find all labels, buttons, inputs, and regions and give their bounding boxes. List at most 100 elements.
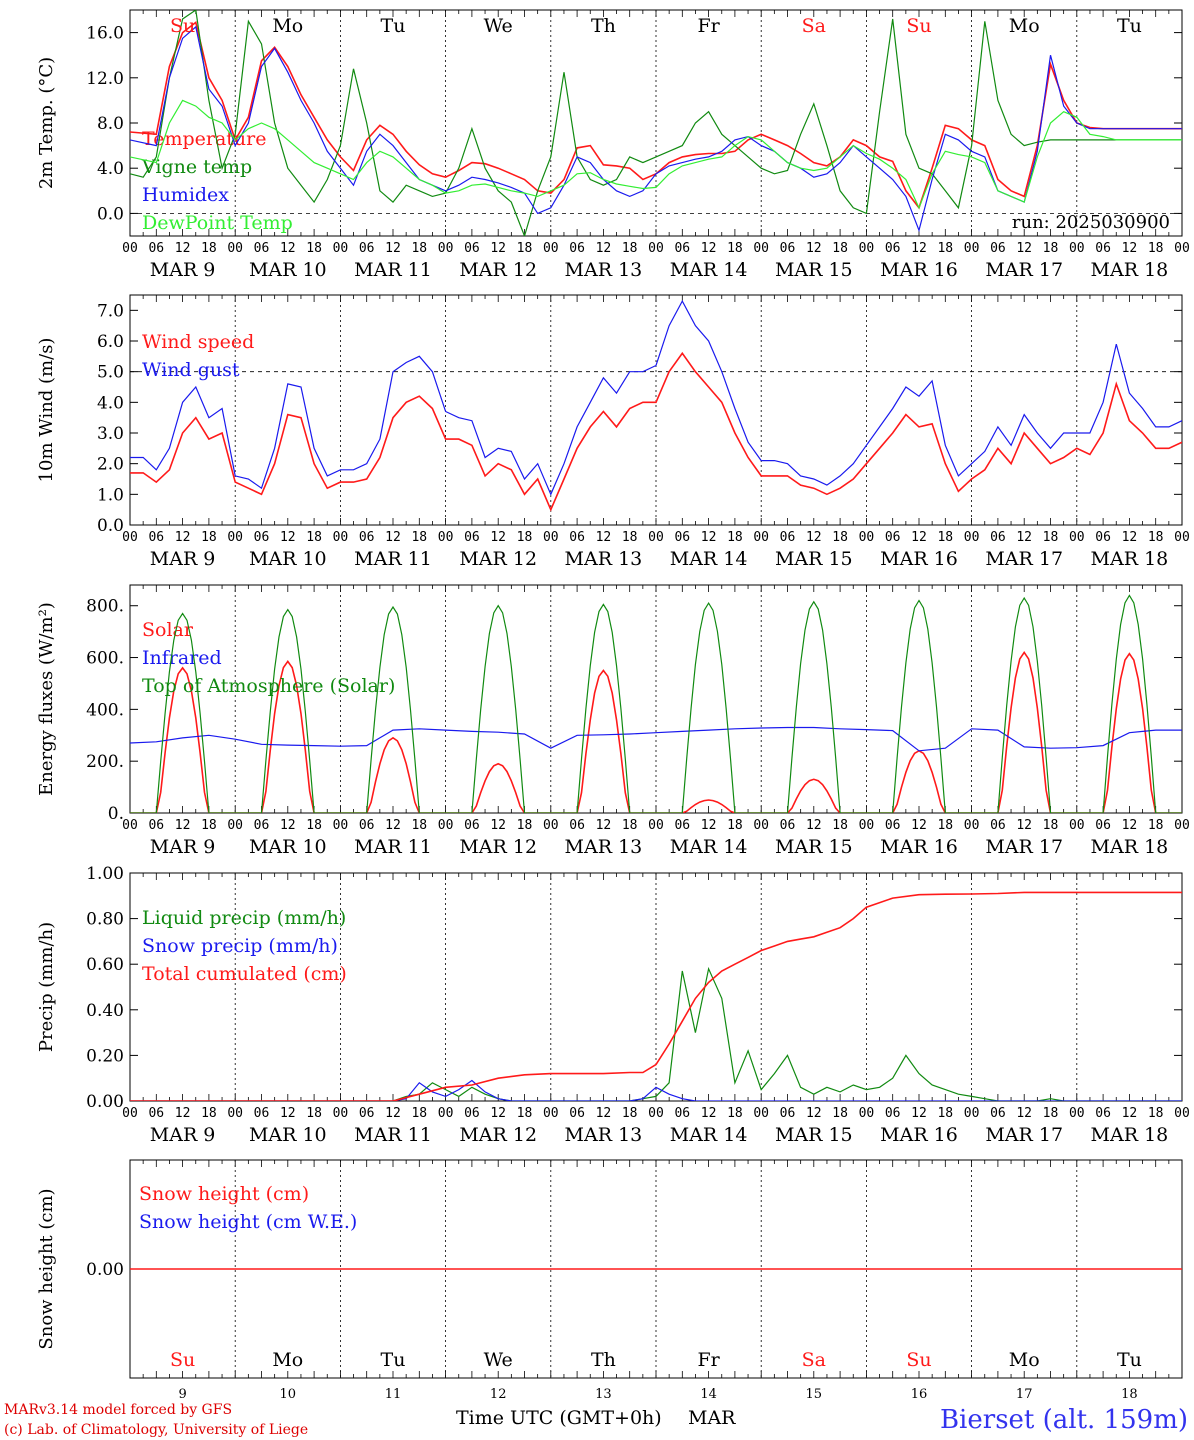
x-tick-label: 00: [859, 530, 875, 545]
series-line-snow-precip-mm-h-: [130, 1079, 1182, 1101]
x-tick-label: 12: [280, 1106, 296, 1121]
x-tick-label: 18: [306, 1106, 322, 1121]
x-tick-label: 12: [385, 530, 401, 545]
legend-entry: Total cumulated (cm): [142, 963, 347, 985]
x-axis-label: Time UTC (GMT+0h): [456, 1407, 662, 1429]
y-axis-label: 2m Temp. (°C): [36, 57, 57, 189]
x-tick-label: 12: [1016, 818, 1032, 833]
x-tick-label: 18: [937, 241, 953, 256]
x-tick-label: 18: [622, 818, 638, 833]
x-tick-label: 18: [201, 818, 217, 833]
day-name: Th: [591, 1349, 616, 1371]
x-tick-label: 00: [543, 241, 559, 256]
day-name: We: [484, 15, 513, 37]
x-tick-label: 06: [674, 530, 690, 545]
x-tick-label: 00: [122, 818, 138, 833]
x-tick-label: 00: [122, 241, 138, 256]
x-tick-label: 18: [1043, 1106, 1059, 1121]
x-tick-label: 12: [1016, 241, 1032, 256]
date-label: MAR 9: [150, 1124, 216, 1146]
x-tick-label: 12: [175, 818, 191, 833]
date-label: MAR 16: [880, 259, 958, 281]
x-tick-label: 00: [1069, 818, 1085, 833]
x-tick-label: 18: [517, 1106, 533, 1121]
y-tick-label: 200.: [86, 752, 124, 772]
day-name: Mo: [1009, 15, 1040, 37]
legend-entry: Humidex: [142, 184, 229, 206]
day-name: Sa: [802, 15, 826, 37]
x-tick-label: 18: [201, 530, 217, 545]
x-tick-label: 06: [254, 530, 270, 545]
date-label: MAR 14: [670, 1124, 748, 1146]
x-tick-label: 18: [306, 530, 322, 545]
x-tick-label: 06: [674, 241, 690, 256]
x-tick-label: 12: [280, 241, 296, 256]
y-tick-label: 8.0: [97, 114, 124, 134]
day-name: Fr: [697, 15, 720, 37]
y-axis-label: Snow height (cm): [36, 1188, 57, 1349]
x-tick-label: 00: [1174, 1106, 1190, 1121]
panel-energy: 0. 200. 400. 600. 800. Energy fluxes (W/m²) So…: [36, 584, 1190, 858]
series-line-total-cumulated-cm-: [130, 891, 1182, 1101]
run-annotation: run: 2025030900: [1012, 212, 1170, 233]
x-tick-label: 06: [148, 241, 164, 256]
series-line-humidex: [130, 25, 1182, 233]
x-tick-label: 00: [438, 818, 454, 833]
x-tick-label: 00: [122, 530, 138, 545]
day-number: 9: [178, 1387, 186, 1402]
x-tick-label: 00: [648, 818, 664, 833]
x-tick-label: 00: [333, 241, 349, 256]
date-label: MAR 14: [670, 836, 748, 858]
date-label: MAR 12: [459, 1124, 537, 1146]
x-tick-label: 12: [1122, 818, 1138, 833]
x-tick-label: 06: [1095, 1106, 1111, 1121]
legend-entry: Liquid precip (mm/h): [142, 907, 346, 929]
series-line-dewpoint-temp: [130, 99, 1182, 210]
x-tick-label: 18: [727, 530, 743, 545]
x-tick-label: 18: [201, 1106, 217, 1121]
legend-entry: Snow height (cm): [139, 1183, 309, 1205]
date-label: MAR 17: [985, 548, 1063, 570]
date-label: MAR 10: [249, 836, 327, 858]
x-tick-label: 12: [175, 241, 191, 256]
x-tick-label: 00: [438, 241, 454, 256]
date-label: MAR 12: [459, 259, 537, 281]
x-tick-label: 06: [780, 1106, 796, 1121]
x-tick-label: 12: [385, 818, 401, 833]
x-tick-label: 12: [806, 818, 822, 833]
date-label: MAR 18: [1091, 259, 1169, 281]
x-tick-label: 12: [596, 241, 612, 256]
day-name: Mo: [272, 1349, 303, 1371]
x-tick-label: 06: [885, 241, 901, 256]
x-tick-label: 00: [333, 530, 349, 545]
x-tick-label: 18: [937, 1106, 953, 1121]
y-tick-label: 1.00: [86, 864, 124, 884]
x-tick-label: 06: [254, 1106, 270, 1121]
panel-snow: 0.00 Snow height (cm) Snow height (cm) Snow…: [36, 1159, 1183, 1402]
x-tick-label: 12: [911, 1106, 927, 1121]
x-tick-label: 00: [859, 818, 875, 833]
x-tick-label: 18: [1043, 818, 1059, 833]
date-label: MAR 12: [459, 548, 537, 570]
date-label: MAR 17: [985, 1124, 1063, 1146]
x-tick-label: 18: [201, 241, 217, 256]
day-number: 16: [911, 1387, 928, 1402]
y-tick-label: 0.80: [86, 910, 124, 930]
x-tick-label: 06: [359, 241, 375, 256]
date-label: MAR 13: [565, 548, 643, 570]
x-tick-label: 06: [674, 818, 690, 833]
y-tick-label: 3.0: [97, 424, 124, 444]
x-tick-label: 12: [280, 818, 296, 833]
x-tick-label: 12: [806, 1106, 822, 1121]
x-tick-label: 06: [990, 1106, 1006, 1121]
date-label: MAR 15: [775, 836, 853, 858]
day-number: 17: [1016, 1387, 1033, 1402]
x-tick-label: 06: [359, 818, 375, 833]
x-tick-label: 18: [832, 1106, 848, 1121]
x-tick-label: 06: [885, 1106, 901, 1121]
x-tick-label: 12: [175, 530, 191, 545]
x-tick-label: 06: [780, 818, 796, 833]
x-tick-label: 06: [990, 241, 1006, 256]
series-line-top-of-atmosphere-solar-: [130, 594, 1182, 813]
x-tick-label: 00: [964, 1106, 980, 1121]
